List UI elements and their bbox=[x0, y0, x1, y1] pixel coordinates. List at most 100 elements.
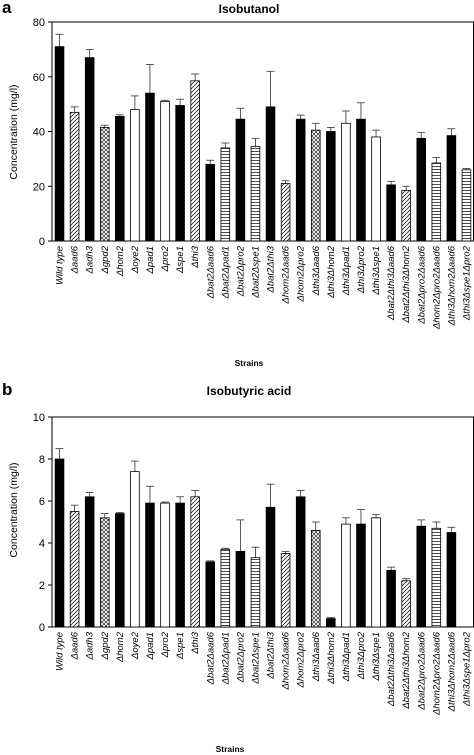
bar bbox=[265, 506, 276, 628]
bar bbox=[386, 569, 396, 628]
category-label: Δpro2 bbox=[160, 245, 171, 272]
category-label: Δoye2 bbox=[130, 245, 141, 274]
bar bbox=[310, 129, 321, 242]
panel-letter-b: b bbox=[2, 380, 12, 399]
category-label: Δbat2Δpro2 bbox=[235, 245, 246, 297]
bar bbox=[145, 502, 155, 628]
category-label: Δthi3Δpad1 bbox=[341, 632, 352, 682]
category-label: Δbat2Δspe1 bbox=[250, 246, 261, 299]
bar bbox=[99, 517, 110, 628]
category-label: Δthi3Δaad6 bbox=[311, 631, 322, 682]
category-label: Δoye2 bbox=[130, 631, 141, 660]
bar bbox=[175, 105, 185, 242]
bar bbox=[341, 523, 351, 628]
category-label: Δthi3 bbox=[190, 631, 201, 654]
category-label: Δthi3Δhom2Δaad6 bbox=[446, 631, 457, 712]
bar bbox=[401, 580, 411, 628]
category-label: Δthi3Δspe1Δpro2 bbox=[461, 245, 472, 321]
bar bbox=[250, 557, 261, 628]
category-label: Δbat2Δthi3 bbox=[266, 631, 277, 679]
y-tick-label: 0 bbox=[39, 622, 45, 634]
chart-title-a: Isobutanol bbox=[219, 2, 280, 16]
bar bbox=[326, 131, 336, 242]
category-label: Δbat2Δthi3 bbox=[266, 245, 277, 293]
category-label: Δgpd2 bbox=[100, 631, 111, 660]
category-label: Δbat2Δthi3Δaad6 bbox=[386, 245, 397, 321]
bar bbox=[190, 496, 200, 628]
bar bbox=[341, 122, 351, 242]
bar bbox=[431, 162, 442, 242]
category-label: Δbat2Δthi3Δhom2 bbox=[401, 631, 412, 709]
chart-a: a Isobutanol Concentration (mg/l) Strain… bbox=[2, 0, 474, 368]
category-label: Δthi3Δpro2 bbox=[356, 631, 367, 680]
bar bbox=[371, 136, 381, 242]
category-label: Δpad1 bbox=[145, 632, 156, 661]
category-label: Δaad6 bbox=[70, 245, 81, 274]
bar bbox=[175, 502, 185, 628]
category-label: Δpad1 bbox=[145, 246, 156, 275]
category-label: Δadh3 bbox=[85, 245, 96, 274]
bar bbox=[386, 184, 396, 242]
category-label: Δhom2Δaad6 bbox=[281, 245, 292, 304]
bar bbox=[115, 513, 125, 628]
bar bbox=[446, 532, 457, 628]
category-labels-a: Wild type Δaad6 Δadh3 Δgpd2 Δhom2 Δoye2 Δpad1 Δ… bbox=[55, 245, 473, 330]
category-label: Δhom2Δpro2 bbox=[296, 631, 307, 688]
bar bbox=[401, 189, 411, 242]
bar bbox=[115, 116, 125, 242]
y-tick-label: 60 bbox=[33, 72, 45, 84]
bars-a bbox=[51, 21, 474, 242]
bar bbox=[235, 118, 246, 242]
bar bbox=[205, 163, 216, 242]
panel-letter-a: a bbox=[2, 0, 12, 17]
bar bbox=[310, 530, 321, 628]
category-label: Δbat2Δpro2 bbox=[235, 631, 246, 683]
bar bbox=[99, 126, 110, 242]
bar bbox=[69, 511, 80, 628]
category-label: Δthi3Δhom2Δaad6 bbox=[446, 245, 457, 326]
x-axis-label-b: Strains bbox=[216, 744, 245, 754]
category-label: Δthi3Δaad6 bbox=[311, 245, 322, 296]
y-tick-label: 10 bbox=[33, 412, 45, 424]
category-label: Δbat2Δpad1 bbox=[220, 632, 231, 685]
category-label: Δhom2Δpro2 bbox=[296, 245, 307, 302]
y-ticks-a: 0 20 40 60 80 bbox=[33, 17, 52, 248]
y-tick-label: 0 bbox=[39, 236, 45, 248]
bar bbox=[461, 169, 472, 242]
category-label: Δbat2Δthi3Δhom2 bbox=[401, 245, 412, 323]
y-tick-label: 80 bbox=[33, 17, 45, 29]
y-tick-label: 20 bbox=[33, 181, 45, 193]
category-label: Δspe1 bbox=[175, 632, 186, 660]
bar bbox=[84, 496, 95, 628]
category-label: Δthi3Δpro2 bbox=[356, 245, 367, 294]
bar bbox=[280, 183, 291, 242]
category-label: Δbat2Δpro2Δaad6 bbox=[416, 245, 427, 324]
category-label: Δgpd2 bbox=[100, 245, 111, 274]
bar bbox=[416, 525, 427, 628]
bar bbox=[295, 496, 306, 628]
bar bbox=[431, 527, 442, 628]
bar bbox=[220, 147, 231, 242]
x-axis-label-a: Strains bbox=[235, 358, 264, 368]
bar bbox=[190, 80, 200, 242]
category-label: Δthi3Δspe1 bbox=[371, 632, 382, 682]
bars-b bbox=[51, 416, 474, 628]
category-label: Wild type bbox=[55, 246, 66, 285]
bar bbox=[371, 517, 381, 628]
category-label: Δbat2Δthi3Δaad6 bbox=[386, 631, 397, 707]
category-label: Δbat2Δaad6 bbox=[205, 631, 216, 685]
category-label: Δadh3 bbox=[85, 631, 96, 660]
bar bbox=[130, 471, 140, 628]
y-tick-label: 40 bbox=[33, 127, 45, 139]
bar bbox=[54, 46, 65, 242]
category-label: Δthi3Δhom2 bbox=[326, 631, 337, 685]
category-label: Δthi3Δhom2 bbox=[326, 245, 337, 299]
bar bbox=[220, 548, 231, 628]
y-axis-label-b: Concentration (mg/l) bbox=[8, 462, 20, 557]
category-label: Δthi3Δspe1Δpro2 bbox=[461, 631, 472, 707]
category-label: Wild type bbox=[55, 632, 66, 671]
bar bbox=[356, 118, 366, 242]
bar bbox=[265, 106, 276, 242]
category-label: Δbat2Δpad1 bbox=[220, 246, 231, 299]
